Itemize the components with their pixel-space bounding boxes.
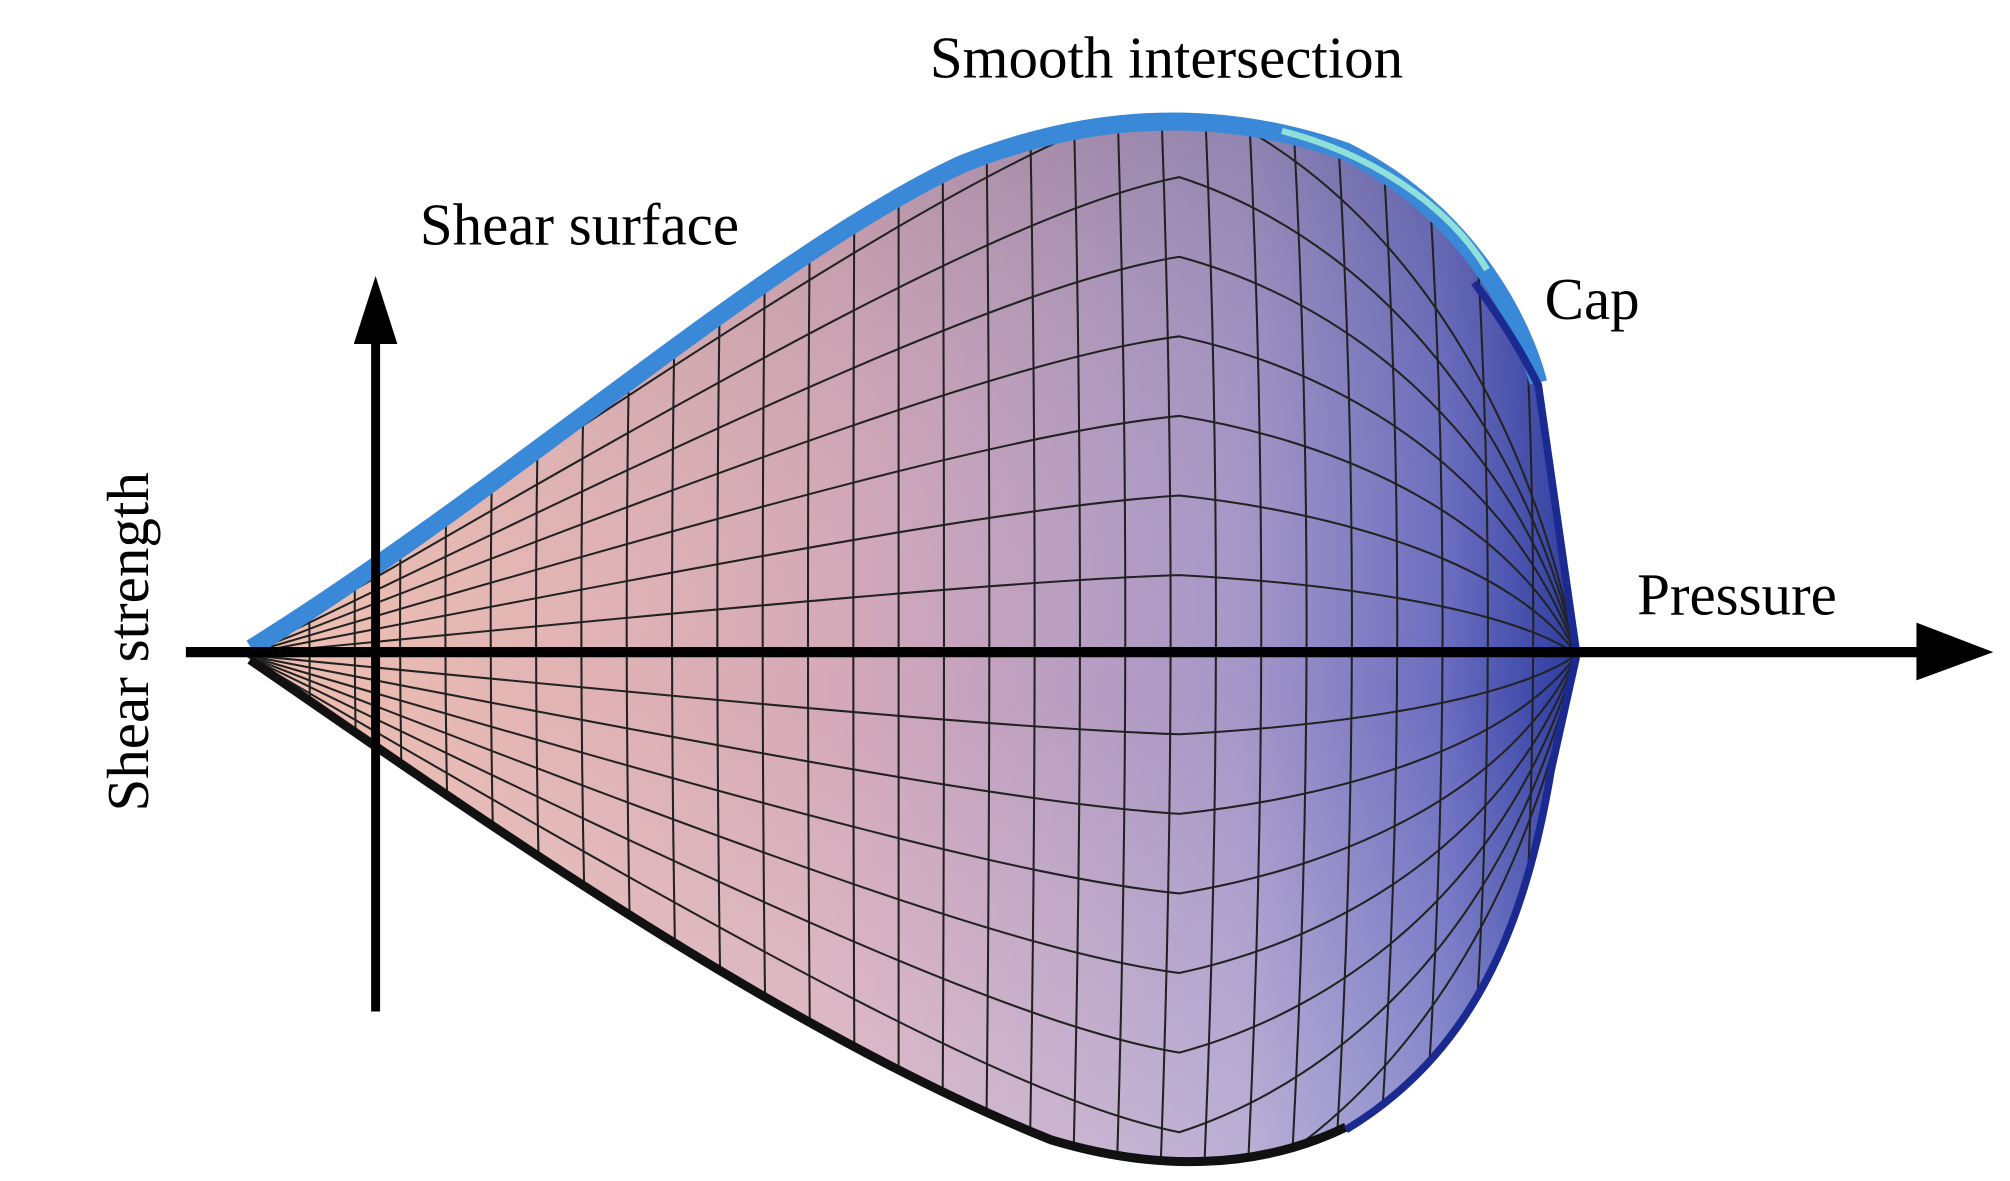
label-pressure: Pressure (1637, 561, 1837, 627)
x-axis-arrow (1916, 622, 1994, 681)
mesh-line (1202, 123, 1217, 1166)
mesh-line (1377, 123, 1399, 1166)
mesh-line (1028, 123, 1036, 1166)
mesh-line (243, 335, 1577, 656)
mesh-line (1333, 123, 1353, 1166)
mesh-line (1420, 123, 1444, 1166)
label-shear-surface: Shear surface (420, 192, 739, 258)
mesh-line (243, 255, 1577, 656)
mesh-line (1159, 123, 1172, 1166)
mesh-line (243, 653, 1577, 1054)
mesh-line (1115, 123, 1127, 1166)
top-rim-highlight (1281, 127, 1490, 272)
mesh-line (1289, 123, 1308, 1166)
mesh-line (243, 176, 1577, 656)
mesh-line (1246, 123, 1263, 1166)
bottom-rim (247, 656, 1348, 1167)
y-axis-arrow (353, 275, 398, 345)
mesh-line (243, 653, 1577, 736)
mesh-line (243, 653, 1577, 1134)
mesh-line (243, 574, 1577, 656)
mesh-line (243, 123, 1577, 656)
mesh-line (243, 653, 1577, 815)
surface-shade (243, 123, 1577, 1166)
mesh-line (243, 494, 1577, 656)
mesh-line (852, 123, 857, 1166)
label-shear-strength: Shear strength (95, 472, 161, 811)
label-cap: Cap (1545, 266, 1640, 332)
mesh-line (243, 653, 1577, 895)
mesh-line (1071, 123, 1081, 1166)
mesh-line (243, 653, 1577, 975)
mesh-line (984, 123, 991, 1166)
mesh-line (243, 414, 1577, 656)
top-rim (246, 112, 1547, 656)
mesh-line (941, 123, 946, 1166)
cap-rim (1344, 280, 1581, 1133)
label-top: Smooth intersection (930, 25, 1403, 91)
